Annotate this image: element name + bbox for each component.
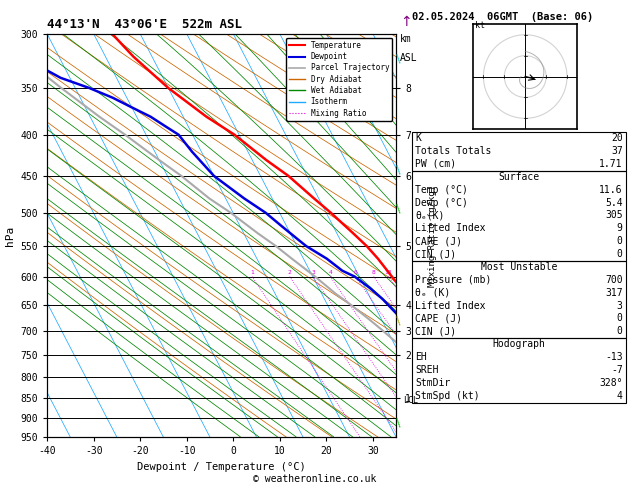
Text: 5.4: 5.4: [605, 197, 623, 208]
Text: θₑ (K): θₑ (K): [415, 288, 450, 298]
Text: CIN (J): CIN (J): [415, 249, 456, 259]
Text: 317: 317: [605, 288, 623, 298]
Text: CIN (J): CIN (J): [415, 327, 456, 336]
Text: Surface: Surface: [498, 172, 540, 182]
Text: 0: 0: [617, 249, 623, 259]
Text: Lifted Index: Lifted Index: [415, 300, 486, 311]
Text: -7: -7: [611, 365, 623, 375]
Text: 0: 0: [617, 313, 623, 324]
Text: θₑ(K): θₑ(K): [415, 210, 445, 221]
Text: StmSpd (kt): StmSpd (kt): [415, 391, 480, 401]
Text: 4: 4: [617, 391, 623, 401]
X-axis label: Dewpoint / Temperature (°C): Dewpoint / Temperature (°C): [137, 462, 306, 472]
Text: -13: -13: [605, 352, 623, 362]
Text: km: km: [399, 34, 411, 44]
Text: LCL: LCL: [403, 396, 418, 405]
Text: Temp (°C): Temp (°C): [415, 185, 468, 195]
Text: ↑: ↑: [400, 15, 411, 29]
Text: 8: 8: [372, 270, 376, 275]
Text: Hodograph: Hodograph: [493, 339, 545, 349]
Text: 37: 37: [611, 146, 623, 156]
Text: /: /: [394, 52, 405, 64]
Text: ASL: ASL: [399, 53, 417, 64]
Text: /: /: [394, 417, 405, 429]
Text: Mixing Ratio (g/kg): Mixing Ratio (g/kg): [428, 185, 437, 287]
Text: 11.6: 11.6: [599, 185, 623, 195]
Text: SREH: SREH: [415, 365, 438, 375]
Text: 1: 1: [250, 270, 254, 275]
Y-axis label: hPa: hPa: [5, 226, 15, 246]
Text: K: K: [415, 133, 421, 143]
Text: 0: 0: [617, 236, 623, 246]
Text: 4: 4: [328, 270, 332, 275]
Text: 20: 20: [611, 133, 623, 143]
Text: Dewp (°C): Dewp (°C): [415, 197, 468, 208]
Text: 2: 2: [288, 270, 292, 275]
Text: Pressure (mb): Pressure (mb): [415, 275, 491, 285]
Text: 0: 0: [617, 327, 623, 336]
Text: 3: 3: [311, 270, 315, 275]
Text: StmDir: StmDir: [415, 378, 450, 388]
Text: PW (cm): PW (cm): [415, 159, 456, 169]
Text: 305: 305: [605, 210, 623, 221]
Text: 9: 9: [617, 224, 623, 233]
Text: © weatheronline.co.uk: © weatheronline.co.uk: [253, 473, 376, 484]
Text: 700: 700: [605, 275, 623, 285]
Text: 1.71: 1.71: [599, 159, 623, 169]
Text: Totals Totals: Totals Totals: [415, 146, 491, 156]
Text: CAPE (J): CAPE (J): [415, 313, 462, 324]
Text: EH: EH: [415, 352, 427, 362]
Text: 3: 3: [617, 300, 623, 311]
Text: 6: 6: [353, 270, 357, 275]
Text: Most Unstable: Most Unstable: [481, 262, 557, 272]
Text: 328°: 328°: [599, 378, 623, 388]
Text: 02.05.2024  06GMT  (Base: 06): 02.05.2024 06GMT (Base: 06): [412, 12, 593, 22]
Text: kt: kt: [475, 21, 485, 31]
Legend: Temperature, Dewpoint, Parcel Trajectory, Dry Adiabat, Wet Adiabat, Isotherm, Mi: Temperature, Dewpoint, Parcel Trajectory…: [286, 38, 392, 121]
Text: /: /: [394, 164, 405, 176]
Text: /: /: [394, 203, 405, 215]
Text: Lifted Index: Lifted Index: [415, 224, 486, 233]
Text: 10: 10: [384, 270, 392, 275]
Text: 44°13'N  43°06'E  522m ASL: 44°13'N 43°06'E 522m ASL: [47, 18, 242, 32]
Text: /: /: [394, 315, 405, 327]
Text: CAPE (J): CAPE (J): [415, 236, 462, 246]
